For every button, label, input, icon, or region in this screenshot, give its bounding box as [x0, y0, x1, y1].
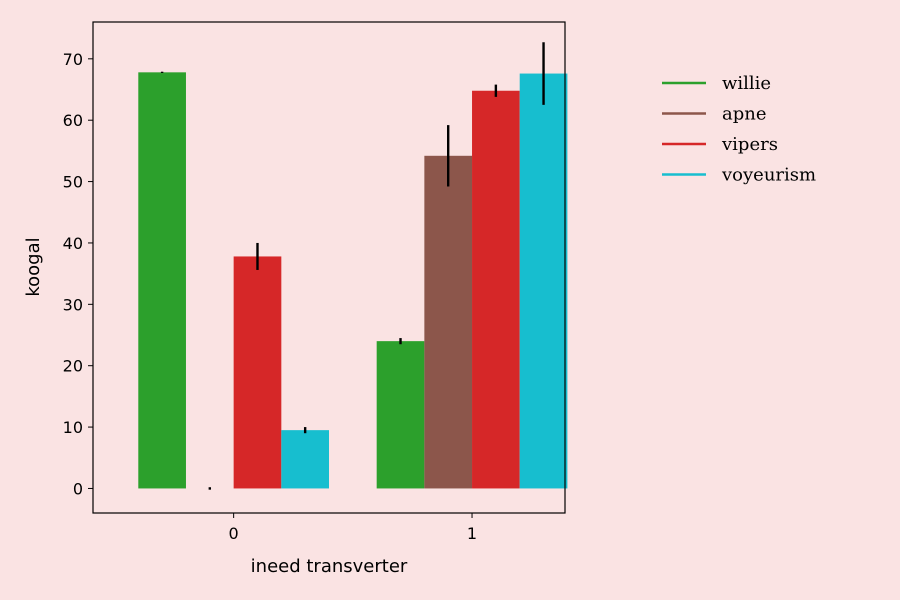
- y-tick-label: 10: [63, 418, 83, 437]
- bar-vipers-1: [472, 90, 520, 489]
- bars-group: [138, 72, 568, 489]
- errorbars-group: [160, 42, 545, 490]
- x-tick-label: 0: [229, 524, 239, 543]
- bar-apne-1: [424, 155, 473, 489]
- y-tick-label: 0: [73, 479, 83, 498]
- legend-label-willie: willie: [722, 73, 771, 94]
- legend: willie apne vipers voyeurism: [662, 73, 816, 186]
- bar-vipers-0: [233, 256, 282, 489]
- bar-willie-0: [138, 72, 186, 489]
- x-tick-label: 1: [467, 524, 477, 543]
- legend-label-voyeurism: voyeurism: [721, 165, 816, 186]
- bar-willie-1: [376, 341, 425, 489]
- y-tick-label: 60: [63, 111, 83, 130]
- y-axis-label: koogal: [23, 237, 44, 296]
- legend-label-vipers: vipers: [721, 134, 778, 155]
- bar-voyeurism-1: [519, 73, 568, 489]
- plot-frame: [92, 21, 566, 514]
- x-axis-label: ineed transverter: [251, 556, 408, 577]
- bar-voyeurism-0: [281, 430, 329, 489]
- y-tick-label: 50: [63, 173, 83, 192]
- y-tick-label: 20: [63, 357, 83, 376]
- y-tick-label: 70: [63, 50, 83, 69]
- y-tick-label: 30: [63, 295, 83, 314]
- y-tick-label: 40: [63, 234, 83, 253]
- y-axis: 0 10 20 30 40 50 60 70: [63, 50, 93, 498]
- legend-label-apne: apne: [722, 104, 767, 125]
